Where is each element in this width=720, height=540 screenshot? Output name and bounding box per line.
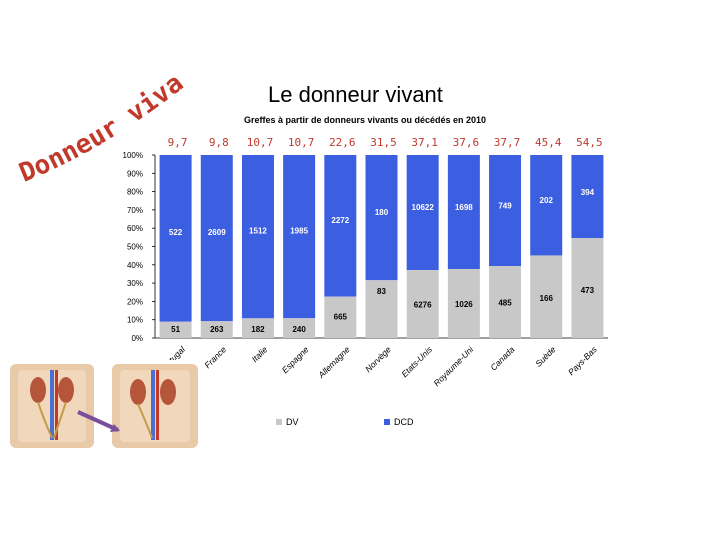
bar-dcd-5 — [365, 155, 398, 281]
label-dcd-0: 522 — [169, 228, 183, 237]
kidney-anatomy-illustration — [8, 360, 200, 450]
category-label-2: Italie — [250, 344, 270, 364]
label-dcd-9: 202 — [540, 196, 554, 205]
bar-dv-10 — [571, 238, 604, 338]
top-label-0: 9,7 — [168, 136, 188, 149]
label-dv-4: 665 — [334, 312, 348, 321]
bar-dcd-8 — [489, 155, 522, 267]
kidney-right-b — [160, 379, 176, 405]
top-label-7: 37,6 — [453, 136, 480, 149]
bar-dcd-0 — [159, 155, 192, 322]
y-tick-label: 40% — [127, 261, 143, 270]
label-dv-10: 473 — [581, 286, 595, 295]
bar-dv-5 — [365, 280, 398, 338]
top-label-4: 22,6 — [329, 136, 356, 149]
chart-title: Greffes à partir de donneurs vivants ou … — [244, 115, 486, 125]
bar-dcd-4 — [324, 155, 357, 297]
category-label-9: Suède — [533, 344, 558, 369]
legend-swatch-dv — [276, 419, 282, 425]
top-label-10: 54,5 — [576, 136, 603, 149]
bar-dv-0 — [159, 321, 192, 338]
top-label-9: 45,4 — [535, 136, 562, 149]
y-tick-label: 70% — [127, 206, 143, 215]
label-dcd-3: 1985 — [290, 226, 308, 235]
label-dv-8: 485 — [498, 299, 512, 308]
top-label-8: 37,7 — [494, 136, 521, 149]
top-label-1: 9,8 — [209, 136, 229, 149]
bar-dv-9 — [530, 255, 563, 338]
top-label-6: 37,1 — [411, 136, 438, 149]
top-label-3: 10,7 — [288, 136, 315, 149]
label-dcd-4: 2272 — [331, 216, 349, 225]
bar-dcd-7 — [447, 155, 480, 270]
y-tick-label: 100% — [123, 151, 143, 160]
label-dv-5: 83 — [377, 287, 386, 296]
label-dv-2: 182 — [251, 325, 265, 334]
y-tick-label: 30% — [127, 279, 143, 288]
category-label-10: Pays-Bas — [566, 344, 599, 377]
label-dcd-7: 1698 — [455, 203, 473, 212]
label-dcd-5: 180 — [375, 208, 389, 217]
slide-title: Le donneur vivant — [268, 82, 443, 107]
bar-dv-7 — [447, 269, 480, 338]
category-label-6: Etats-Unis — [399, 344, 434, 379]
top-label-2: 10,7 — [247, 136, 274, 149]
label-dv-6: 6276 — [414, 300, 432, 309]
legend-label-dcd: DCD — [394, 417, 414, 427]
label-dv-0: 51 — [171, 325, 180, 334]
bar-dcd-2 — [241, 155, 274, 319]
y-tick-label: 80% — [127, 188, 143, 197]
label-dv-7: 1026 — [455, 300, 473, 309]
kidney-left-a — [30, 377, 46, 403]
bar-dcd-3 — [283, 155, 316, 319]
label-dcd-1: 2609 — [208, 228, 226, 237]
legend-swatch-dcd — [384, 419, 390, 425]
category-label-4: Allemagne — [316, 344, 352, 380]
bar-dv-6 — [406, 270, 439, 338]
label-dv-3: 240 — [292, 325, 306, 334]
y-tick-label: 60% — [127, 224, 143, 233]
top-label-5: 31,5 — [370, 136, 397, 149]
bar-dv-4 — [324, 296, 357, 338]
category-label-8: Canada — [488, 344, 516, 372]
bar-dcd-10 — [571, 155, 604, 239]
y-tick-label: 10% — [127, 316, 143, 325]
kidney-right-a — [130, 379, 146, 405]
bar-dcd-1 — [200, 155, 233, 322]
y-tick-label: 90% — [127, 169, 143, 178]
bar-dv-8 — [489, 266, 522, 338]
wordart-heading: Donneur vivant ? — [10, 72, 189, 189]
category-label-3: Espagne — [280, 344, 311, 375]
bar-dv-1 — [200, 321, 233, 338]
category-label-5: Norvège — [363, 344, 393, 374]
bar-dv-2 — [241, 318, 274, 338]
label-dcd-10: 394 — [581, 188, 595, 197]
bar-dv-3 — [283, 318, 316, 338]
y-tick-label: 0% — [131, 334, 143, 343]
y-tick-label: 50% — [127, 243, 143, 252]
category-label-7: Royaume-Uni — [431, 344, 476, 389]
legend-label-dv: DV — [286, 417, 299, 427]
label-dv-1: 263 — [210, 325, 224, 334]
transfer-arrow — [77, 410, 119, 432]
bar-dcd-9 — [530, 155, 563, 256]
label-dcd-2: 1512 — [249, 226, 267, 235]
y-tick-label: 20% — [127, 297, 143, 306]
kidney-left-b — [58, 377, 74, 403]
bar-dcd-6 — [406, 155, 439, 271]
label-dv-9: 166 — [540, 294, 554, 303]
label-dcd-6: 10622 — [412, 203, 435, 212]
label-dcd-8: 749 — [498, 201, 512, 210]
category-label-1: France — [202, 344, 228, 370]
